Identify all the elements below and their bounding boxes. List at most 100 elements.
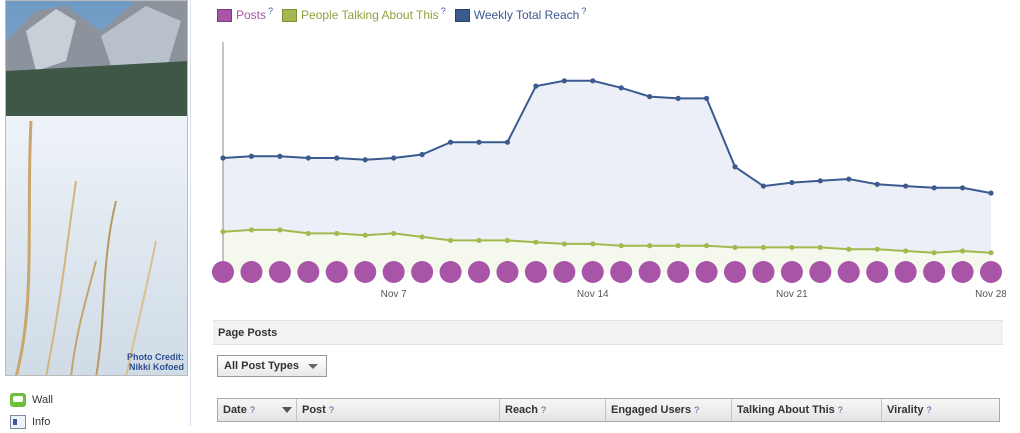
post-marker	[382, 261, 405, 283]
data-point	[903, 248, 909, 254]
data-point	[846, 176, 852, 182]
data-point	[419, 151, 425, 158]
column-talking-about-this[interactable]: Talking About This?	[732, 399, 882, 421]
post-marker	[212, 261, 234, 283]
help-question-icon[interactable]: ?	[581, 6, 587, 16]
data-point	[305, 155, 311, 161]
post-marker	[951, 261, 974, 283]
data-point	[391, 155, 397, 161]
data-point	[220, 229, 226, 235]
sidebar-item-label: Info	[32, 416, 51, 428]
legend-swatch-posts	[217, 8, 232, 22]
data-point	[362, 157, 368, 163]
column-post[interactable]: Post?	[297, 399, 500, 421]
help-question-icon[interactable]: ?	[440, 6, 446, 16]
column-label: Virality	[887, 404, 924, 416]
column-label: Date	[223, 404, 247, 416]
data-point	[561, 78, 567, 84]
series-line-weekly-total-reach	[222, 79, 992, 195]
sidebar-nav: Wall Info	[10, 389, 180, 433]
data-point	[732, 164, 738, 170]
data-point	[647, 94, 653, 100]
legend-item-posts[interactable]: Posts ?	[217, 6, 274, 22]
data-point	[789, 179, 795, 186]
help-question-icon[interactable]: ?	[694, 405, 700, 415]
data-point	[618, 243, 624, 249]
column-virality[interactable]: Virality?	[882, 399, 999, 421]
data-point	[931, 250, 937, 256]
data-point	[959, 248, 966, 254]
info-icon	[10, 415, 26, 429]
data-point	[874, 246, 880, 252]
data-point	[533, 239, 539, 245]
data-point	[362, 232, 368, 238]
post-marker	[268, 261, 291, 283]
legend-label: Posts	[236, 8, 267, 22]
post-marker	[354, 261, 377, 283]
help-question-icon[interactable]: ?	[926, 405, 932, 415]
insights-chart: Nov 7 Nov 14 Nov 21 Nov 28	[212, 42, 1006, 300]
data-point	[277, 227, 283, 233]
column-engaged-users[interactable]: Engaged Users?	[606, 399, 732, 421]
data-point	[533, 83, 539, 89]
post-marker	[325, 261, 348, 283]
post-marker	[894, 261, 917, 283]
photo-credit-line1: Photo Credit:	[127, 352, 184, 362]
legend-item-reach[interactable]: Weekly Total Reach ?	[454, 6, 587, 22]
data-point	[334, 155, 340, 161]
chart-lines	[220, 42, 994, 272]
sort-down-icon[interactable]	[282, 407, 292, 413]
post-marker	[923, 261, 946, 283]
legend-item-talking[interactable]: People Talking About This ?	[282, 6, 446, 22]
post-marker	[581, 261, 604, 283]
x-tick-label: Nov 7	[381, 289, 408, 300]
column-label: Post	[302, 404, 326, 416]
data-point	[988, 190, 994, 196]
post-marker	[468, 261, 490, 283]
data-point	[476, 237, 482, 244]
post-type-dropdown[interactable]: All Post Types	[217, 355, 327, 377]
sidebar-item-wall[interactable]: Wall	[10, 389, 180, 411]
help-question-icon[interactable]: ?	[328, 405, 334, 415]
data-point	[220, 155, 226, 161]
sidebar-item-info[interactable]: Info	[10, 411, 180, 433]
data-point	[334, 230, 340, 237]
data-point	[846, 246, 852, 252]
photo-credit-line2: Nikki Kofoed	[128, 362, 184, 372]
area-people-talking-about-this	[223, 229, 991, 272]
help-question-icon[interactable]: ?	[249, 405, 255, 415]
post-marker	[980, 261, 1002, 283]
post-marker	[837, 261, 860, 283]
post-marker	[297, 261, 320, 283]
data-point	[419, 234, 425, 240]
photo-credit: Photo Credit: Nikki Kofoed	[127, 352, 184, 372]
post-marker	[638, 261, 661, 283]
data-point	[590, 241, 596, 247]
data-point	[561, 241, 567, 247]
post-marker	[724, 261, 746, 283]
help-question-icon[interactable]: ?	[837, 405, 843, 415]
post-marker	[809, 261, 832, 283]
help-question-icon[interactable]: ?	[268, 6, 274, 16]
data-point	[504, 139, 511, 145]
data-point	[817, 178, 823, 184]
data-point	[874, 181, 880, 187]
data-point	[988, 250, 994, 256]
column-label: Engaged Users	[611, 404, 692, 416]
legend-swatch-talking	[282, 8, 298, 22]
post-marker	[752, 261, 775, 283]
data-point	[590, 78, 596, 84]
data-point	[903, 183, 909, 189]
data-point	[618, 85, 624, 91]
data-point	[277, 153, 283, 159]
help-question-icon[interactable]: ?	[541, 405, 547, 415]
column-reach[interactable]: Reach?	[500, 399, 606, 421]
chevron-down-icon	[308, 364, 318, 369]
wall-icon	[10, 393, 26, 407]
cover-photo-image	[6, 1, 187, 375]
data-point	[703, 95, 710, 101]
post-marker	[866, 261, 889, 283]
cover-photo: Photo Credit: Nikki Kofoed	[5, 0, 188, 376]
legend-label: People Talking About This	[301, 8, 439, 22]
column-date[interactable]: Date?	[218, 399, 297, 421]
